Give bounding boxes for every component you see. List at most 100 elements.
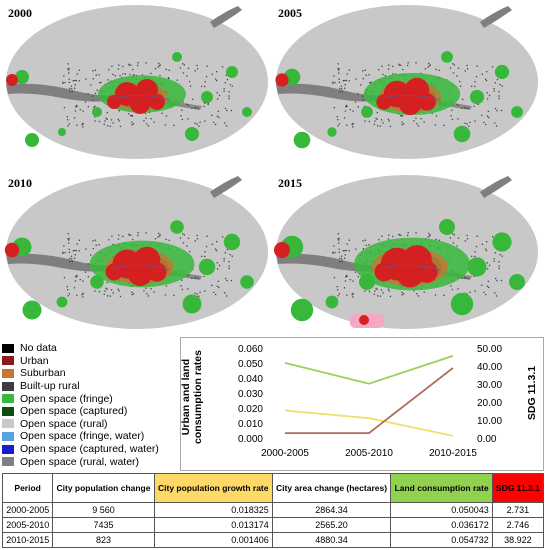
legend-item: Open space (captured, water) bbox=[2, 443, 180, 456]
map-2000 bbox=[6, 5, 268, 159]
legend-swatch bbox=[2, 406, 14, 416]
legend-swatch bbox=[2, 444, 14, 454]
legend-swatch bbox=[2, 381, 14, 391]
legend-label: Built-up rural bbox=[20, 380, 80, 393]
map-panel-2000: 2000 bbox=[2, 2, 272, 162]
map-year-label: 2005 bbox=[278, 6, 302, 20]
map-2005 bbox=[275, 5, 538, 159]
legend-item: Open space (fringe, water) bbox=[2, 430, 180, 443]
rates-chart: 0.000 0.010 0.020 0.030 0.040 0.050 0.060 0.00 1… bbox=[180, 337, 544, 471]
legend-swatch bbox=[2, 394, 14, 404]
table-cell: 2010-2015 bbox=[1, 532, 54, 548]
urban-area bbox=[274, 242, 438, 288]
legend-swatch bbox=[2, 419, 14, 429]
table-cell: 0.054732 bbox=[390, 532, 493, 548]
table-header-cell: Period bbox=[1, 473, 54, 503]
table-cell: 9 560 bbox=[52, 502, 155, 518]
table-header-cell: City population change bbox=[52, 473, 155, 503]
legend-swatch bbox=[2, 457, 14, 467]
table-header-row: Period City population change City populat… bbox=[1, 473, 545, 503]
map-2010 bbox=[4, 175, 268, 329]
map-year-label: 2015 bbox=[278, 176, 302, 190]
map-legend: No data Urban Suburban Built-up rural Open s… bbox=[2, 342, 180, 468]
map-panel-2015: 2015 bbox=[272, 172, 542, 332]
indicator-table: Period City population change City populat… bbox=[1, 473, 545, 548]
map-panel-2010: 2010 bbox=[2, 172, 272, 332]
table-header-cell: SDG 11.3.1 bbox=[491, 473, 545, 503]
map-year-label: 2000 bbox=[8, 6, 32, 20]
table-cell: 4880.34 bbox=[271, 532, 392, 548]
legend-label: Suburban bbox=[20, 367, 66, 380]
table-header-cell: City population growth rate bbox=[153, 473, 273, 503]
legend-item: Urban bbox=[2, 355, 180, 368]
legend-item: No data bbox=[2, 342, 180, 355]
table-cell: 2565.20 bbox=[271, 517, 392, 533]
table-cell: 2.746 bbox=[491, 517, 545, 533]
table-cell: 2005-2010 bbox=[1, 517, 54, 533]
legend-swatch bbox=[2, 343, 14, 353]
water-area bbox=[276, 83, 390, 102]
table-cell: 0.013174 bbox=[153, 517, 273, 533]
water-area bbox=[210, 176, 242, 198]
legend-swatch bbox=[2, 368, 14, 378]
left-tick-label: 0.060 bbox=[238, 344, 263, 355]
table-header-cell: Land consumption rate bbox=[390, 473, 493, 503]
table-cell: 0.050043 bbox=[390, 502, 493, 518]
table-cell: 7435 bbox=[52, 517, 155, 533]
legend-item: Open space (rural) bbox=[2, 418, 180, 431]
legend-label: Open space (captured, water) bbox=[20, 443, 159, 456]
table-cell: 0.018325 bbox=[153, 502, 273, 518]
legend-swatch bbox=[2, 356, 14, 366]
left-tick-label: 0.010 bbox=[238, 419, 263, 430]
urban-expansion bbox=[359, 315, 369, 325]
legend-item: Open space (fringe) bbox=[2, 392, 180, 405]
table-row: 2010-2015 823 0.001406 4880.34 0.054732 38.92… bbox=[1, 532, 545, 548]
legend-item: Built-up rural bbox=[2, 380, 180, 393]
right-tick-label: 40.00 bbox=[477, 362, 502, 373]
legend-item: Suburban bbox=[2, 367, 180, 380]
water-area bbox=[480, 6, 512, 28]
water-area bbox=[480, 176, 512, 198]
map-2015 bbox=[274, 175, 538, 329]
river-line bbox=[111, 264, 171, 271]
water-area bbox=[6, 83, 120, 102]
right-tick-label: 30.00 bbox=[477, 380, 502, 391]
left-tick-label: 0.040 bbox=[238, 374, 263, 385]
table-body: 2000-2005 9 560 0.018325 2864.34 0.050043 2.7… bbox=[1, 502, 545, 548]
x-tick-label: 2010-2015 bbox=[429, 448, 477, 459]
legend-label: Open space (rural, water) bbox=[20, 455, 140, 468]
left-tick-label: 0.020 bbox=[238, 404, 263, 415]
table-header-cell: City area change (hectares) bbox=[271, 473, 392, 503]
table-cell: 823 bbox=[52, 532, 155, 548]
river-line bbox=[381, 94, 441, 101]
table-cell: 0.001406 bbox=[153, 532, 273, 548]
table-cell: 2000-2005 bbox=[1, 502, 54, 518]
legend-label: Open space (captured) bbox=[20, 405, 128, 418]
right-tick-label: 50.00 bbox=[477, 344, 502, 355]
legend-label: Open space (fringe, water) bbox=[20, 430, 145, 443]
table-cell: 38.922 bbox=[491, 532, 545, 548]
left-tick-label: 0.050 bbox=[238, 359, 263, 370]
legend-label: Open space (rural) bbox=[20, 417, 108, 430]
legend-swatch bbox=[2, 431, 14, 441]
legend-item: Open space (captured) bbox=[2, 405, 180, 418]
left-tick-label: 0.000 bbox=[238, 434, 263, 445]
right-tick-label: 20.00 bbox=[477, 398, 502, 409]
series-line-1 bbox=[284, 355, 454, 385]
legend-label: Open space (fringe) bbox=[20, 392, 113, 405]
rates-line-chart: 0.000 0.010 0.020 0.030 0.040 0.050 0.060 0.00 1… bbox=[180, 344, 538, 459]
y-axis-title-left: Urban and landconsumption rates bbox=[181, 350, 204, 444]
right-tick-label: 10.00 bbox=[477, 416, 502, 427]
table-row: 2005-2010 7435 0.013174 2565.20 0.036172 2.74… bbox=[1, 517, 545, 533]
series-line-2 bbox=[285, 367, 454, 434]
table-cell: 2864.34 bbox=[271, 502, 392, 518]
table-cell: 0.036172 bbox=[390, 517, 493, 533]
table-cell: 2.731 bbox=[491, 502, 545, 518]
urban-area bbox=[6, 74, 165, 114]
water-area bbox=[210, 6, 242, 28]
right-tick-label: 0.00 bbox=[477, 434, 497, 445]
legend-label: No data bbox=[20, 342, 57, 355]
river-line bbox=[111, 94, 171, 101]
x-tick-label: 2000-2005 bbox=[261, 448, 309, 459]
x-tick-label: 2005-2010 bbox=[345, 448, 393, 459]
